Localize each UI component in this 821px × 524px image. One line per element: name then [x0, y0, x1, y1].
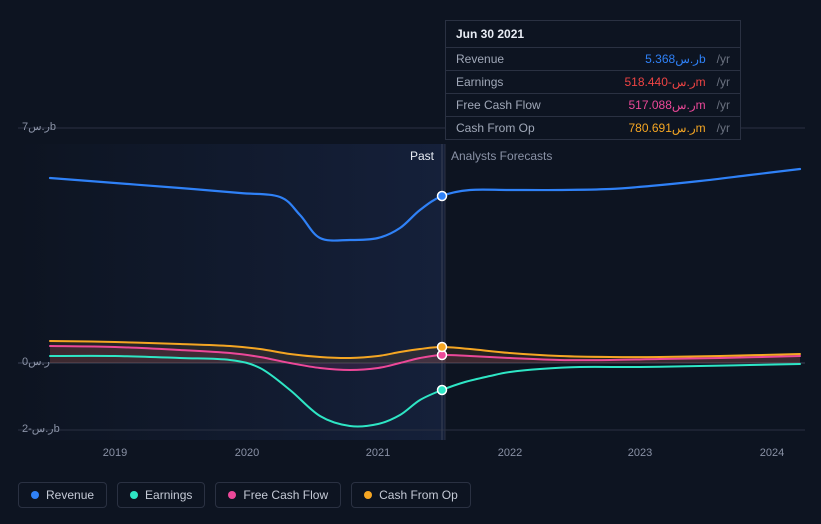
tooltip-metric-unit: /yr	[717, 121, 730, 135]
legend-item-earnings[interactable]: Earnings	[117, 482, 205, 508]
legend-dot-icon	[364, 491, 372, 499]
tooltip-metric-unit: /yr	[717, 75, 730, 89]
legend-label: Earnings	[145, 488, 192, 502]
tooltip-row: Free Cash Flow ر.س517.088m/yr	[446, 94, 740, 117]
legend-dot-icon	[130, 491, 138, 499]
y-axis-tick-label: ر.س7b	[22, 120, 56, 133]
forecast-label: Analysts Forecasts	[451, 149, 552, 163]
tooltip-metric-value: ر.س517.088m	[628, 98, 705, 112]
chart-tooltip: Jun 30 2021 Revenue ر.س5.368b/yr Earnings ر…	[445, 20, 741, 140]
svg-text:2019: 2019	[103, 447, 127, 459]
past-label: Past	[410, 149, 434, 163]
svg-text:2023: 2023	[628, 447, 652, 459]
legend-item-cash-from-op[interactable]: Cash From Op	[351, 482, 471, 508]
svg-text:2021: 2021	[366, 447, 390, 459]
svg-text:2020: 2020	[235, 447, 259, 459]
tooltip-metric-value: ر.س5.368b	[645, 52, 706, 66]
earnings-forecast-chart: 2019 2020 2021 2022 2023 2024 ر.س7b ر.س0 ر.س-…	[0, 0, 821, 524]
y-axis-tick-label: ر.س-2b	[22, 422, 60, 435]
tooltip-metric-label: Revenue	[456, 52, 637, 66]
legend-dot-icon	[228, 491, 236, 499]
legend-label: Free Cash Flow	[243, 488, 328, 502]
svg-text:2024: 2024	[760, 447, 784, 459]
tooltip-row: Cash From Op ر.س780.691m/yr	[446, 117, 740, 139]
tooltip-metric-unit: /yr	[717, 52, 730, 66]
tooltip-metric-label: Earnings	[456, 75, 616, 89]
chart-legend: Revenue Earnings Free Cash Flow Cash From O…	[18, 482, 471, 508]
legend-label: Cash From Op	[379, 488, 458, 502]
tooltip-metric-value: ر.س-518.440m	[624, 75, 705, 89]
tooltip-metric-value: ر.س780.691m	[628, 121, 705, 135]
tooltip-row: Revenue ر.س5.368b/yr	[446, 48, 740, 71]
legend-item-free-cash-flow[interactable]: Free Cash Flow	[215, 482, 341, 508]
tooltip-row: Earnings ر.س-518.440m/yr	[446, 71, 740, 94]
legend-label: Revenue	[46, 488, 94, 502]
legend-item-revenue[interactable]: Revenue	[18, 482, 107, 508]
tooltip-date: Jun 30 2021	[446, 21, 740, 48]
legend-dot-icon	[31, 491, 39, 499]
tooltip-metric-label: Cash From Op	[456, 121, 620, 135]
svg-text:2022: 2022	[498, 447, 522, 459]
tooltip-metric-unit: /yr	[717, 98, 730, 112]
tooltip-metric-label: Free Cash Flow	[456, 98, 620, 112]
y-axis-tick-label: ر.س0	[22, 355, 50, 368]
